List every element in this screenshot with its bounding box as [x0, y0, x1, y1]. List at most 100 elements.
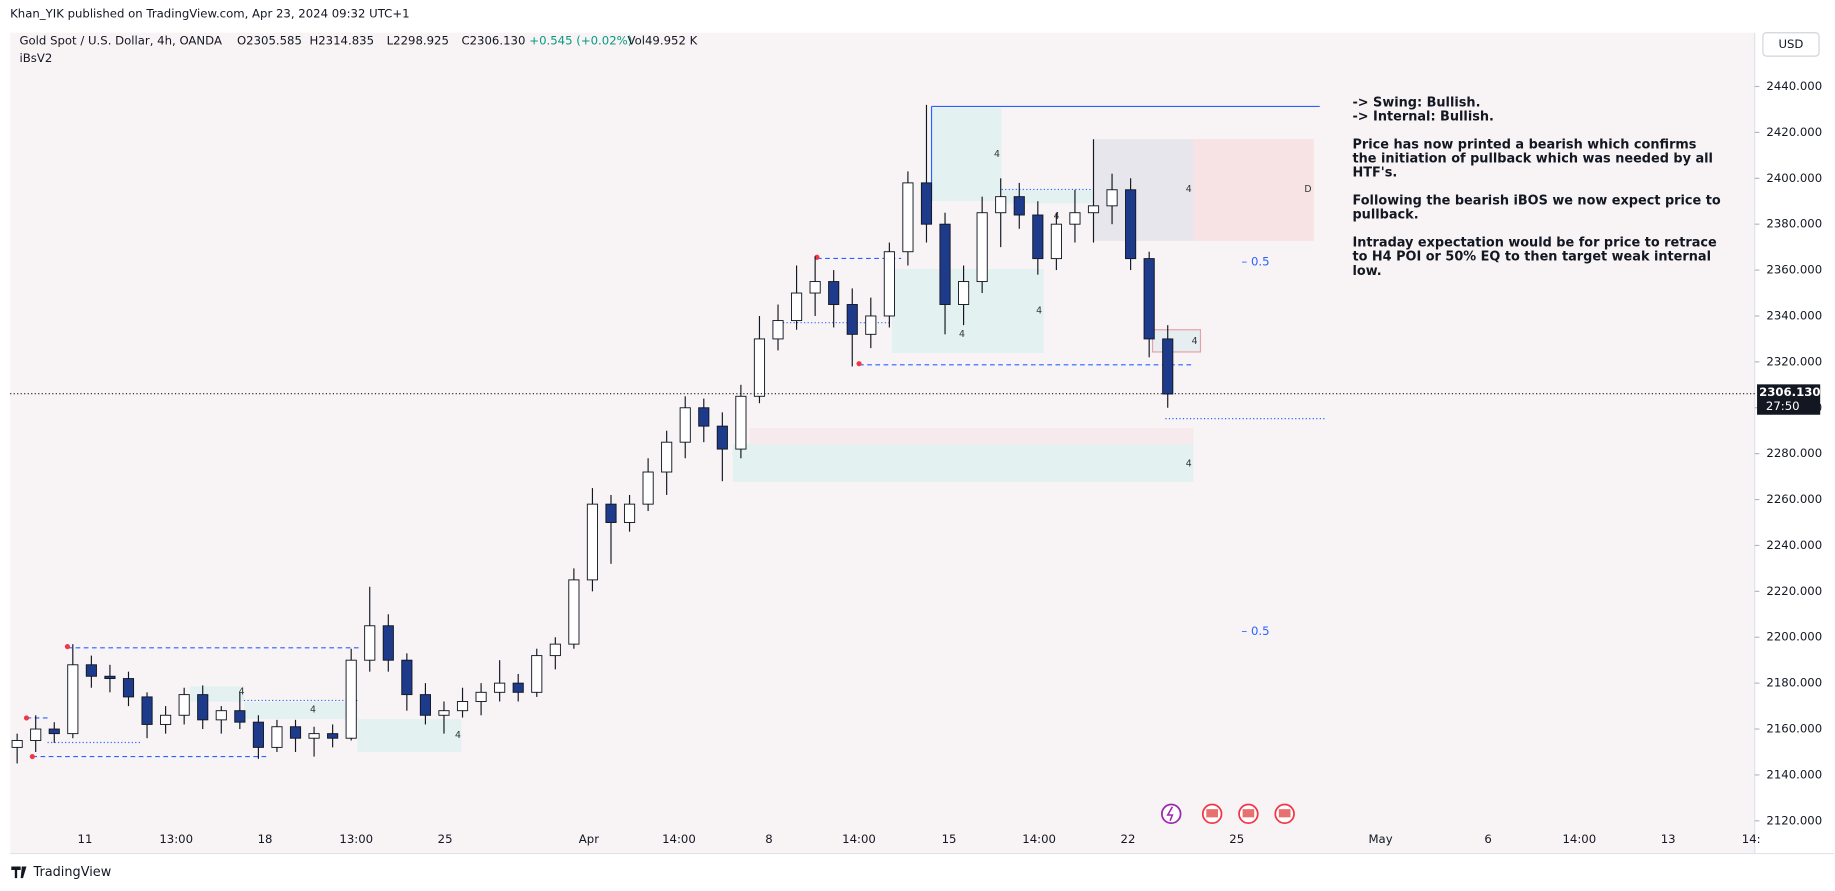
- note-line: Intraday expectation would be for price …: [1352, 236, 1717, 251]
- fib-label: – 0.5: [1241, 624, 1269, 638]
- candle-body: [586, 503, 599, 581]
- candle-body: [67, 664, 79, 735]
- candle-body: [1050, 223, 1062, 260]
- candle-body: [698, 407, 710, 427]
- pivot-dot: [23, 715, 30, 721]
- zone-label: 4: [1036, 306, 1042, 317]
- x-tick-label: 13:00: [339, 832, 373, 846]
- symbol: Gold Spot / U.S. Dollar, 4h, OANDA: [19, 33, 221, 47]
- x-tick-label: 25: [1229, 832, 1244, 846]
- zone: [931, 107, 1002, 202]
- candle-body: [920, 182, 933, 225]
- candle-body: [1013, 196, 1025, 216]
- candle-body: [289, 726, 302, 739]
- x-tick-label: 14:00: [662, 832, 696, 846]
- candle-body: [568, 579, 580, 645]
- candle-body: [679, 407, 691, 443]
- candle-body: [772, 320, 784, 340]
- volume: Vol49.952 K: [628, 33, 698, 47]
- x-tick-label: 11: [78, 832, 93, 846]
- x-tick-label: 14:00: [1562, 832, 1596, 846]
- zone-label: 4: [994, 149, 1000, 160]
- y-tick-label: 2180.000: [1766, 676, 1822, 690]
- note-line: -> Internal: Bullish.: [1352, 109, 1493, 124]
- x-tick-label: 18: [258, 832, 273, 846]
- candle-body: [345, 659, 357, 739]
- candle-body: [141, 696, 153, 725]
- candles: [11, 104, 1174, 764]
- candle-body: [419, 694, 431, 716]
- pivot-dot: [856, 361, 862, 367]
- candle-body: [716, 425, 728, 450]
- zone-label: 4: [310, 704, 316, 715]
- candle-body: [809, 281, 821, 294]
- y-tick-label: 2240.000: [1766, 538, 1822, 552]
- candle-body: [549, 643, 561, 657]
- candle-body: [1069, 212, 1081, 225]
- candle-body: [1032, 214, 1044, 260]
- footer-brand: TradingView: [33, 865, 112, 880]
- flag: [1206, 809, 1219, 818]
- candle-body: [1106, 189, 1118, 207]
- x-tick-label: 22: [1121, 832, 1136, 846]
- currency-label: USD: [1778, 37, 1803, 51]
- candle-body: [48, 728, 60, 735]
- candle-body: [605, 503, 617, 523]
- candle-body: [623, 503, 636, 523]
- pivot-dot: [64, 644, 70, 650]
- candle-body: [160, 714, 172, 725]
- open: O2305.585: [237, 33, 302, 47]
- indicator: iBsV2: [19, 51, 52, 65]
- note-line: low.: [1352, 264, 1381, 279]
- currency-button[interactable]: [1762, 32, 1820, 57]
- zone: [243, 701, 358, 720]
- candle-body: [11, 740, 23, 748]
- zone-label: 4: [239, 687, 245, 698]
- x-tick-label: 14:: [1742, 832, 1761, 846]
- candle-body: [1087, 205, 1100, 214]
- countdown: 27:50: [1766, 399, 1800, 413]
- candle-body: [104, 675, 116, 680]
- x-tick-label: Apr: [579, 832, 599, 846]
- note-line: pullback.: [1352, 208, 1418, 223]
- candle-body: [531, 655, 543, 693]
- note-line: HTF's.: [1352, 166, 1397, 181]
- note-line: -> Swing: Bullish.: [1352, 95, 1480, 110]
- candle-body: [753, 338, 766, 397]
- event-icon: [1161, 803, 1182, 825]
- y-tick-label: 2440.000: [1766, 79, 1822, 93]
- legend-line: Gold Spot / U.S. Dollar, 4h, OANDA O2305…: [19, 33, 697, 65]
- candle-body: [512, 682, 524, 693]
- candle-body: [661, 441, 673, 473]
- candle-body: [883, 251, 895, 317]
- y-tick-label: 2340.000: [1766, 308, 1822, 322]
- note-line: the initiation of pullback which was nee…: [1352, 152, 1713, 167]
- candle-body: [976, 212, 988, 283]
- zone: [1193, 139, 1314, 241]
- candle-body: [178, 694, 190, 716]
- x-tick-label: 15: [942, 832, 957, 846]
- x-tick-label: 25: [438, 832, 453, 846]
- event-icon: [1166, 806, 1174, 822]
- zone: [357, 719, 462, 752]
- x-tick-label: 13:00: [159, 832, 193, 846]
- x-tick-label: 6: [1484, 832, 1491, 846]
- flag: [1242, 809, 1255, 818]
- candle-body: [958, 281, 970, 305]
- candle-body: [1125, 189, 1137, 260]
- y-tick-label: 2140.000: [1766, 767, 1822, 781]
- footer-logo: [11, 866, 27, 879]
- candle-body: [438, 710, 450, 716]
- candle-body: [846, 304, 858, 335]
- flag: [1278, 809, 1291, 818]
- zone-label: D: [1304, 184, 1311, 195]
- y-tick-label: 2260.000: [1766, 492, 1822, 506]
- last-price-box: [1757, 384, 1821, 415]
- x-tick-label: 14:00: [842, 832, 876, 846]
- y-tick-label: 2400.000: [1766, 171, 1822, 185]
- last-price-label: 2306.130: [1759, 385, 1820, 399]
- candle-body: [995, 196, 1007, 214]
- candle-body: [642, 471, 654, 505]
- candle-body: [456, 701, 469, 712]
- x-tick-label: 8: [765, 832, 772, 846]
